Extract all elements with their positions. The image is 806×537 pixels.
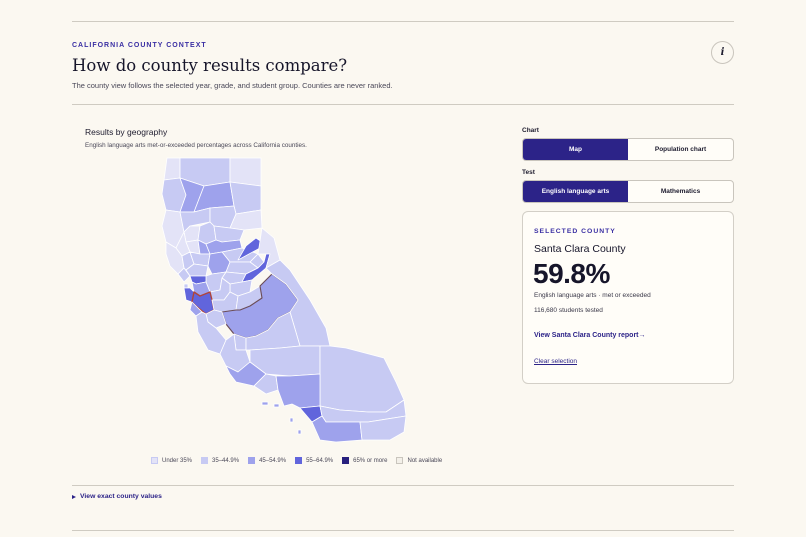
selected-county-card: SELECTED COUNTY Santa Clara County 59.8%… (522, 211, 734, 384)
legend-label: Under 35% (162, 457, 193, 464)
legend-swatch (151, 457, 158, 464)
page-title: How do county results compare? (72, 56, 348, 75)
legend-swatch (248, 457, 256, 464)
county-report-link[interactable]: View Santa Clara County report→ (534, 332, 646, 339)
map-title: Results by geography (85, 127, 168, 137)
info-icon: i (720, 47, 725, 58)
chart-control-label: Chart (522, 127, 539, 134)
legend-swatch (295, 457, 303, 464)
legend-item-45-54: 45–54.9% (248, 457, 286, 464)
clear-selection-button[interactable]: Clear selection (534, 358, 577, 365)
legend-swatch (342, 457, 350, 464)
county-islands-2 (273, 403, 280, 408)
legend-label: 65% or more (353, 457, 388, 464)
county-tulare[interactable] (245, 311, 301, 351)
legend-swatch (201, 457, 209, 464)
county-name: Santa Clara County (534, 243, 626, 255)
exact-values-label: View exact county values (80, 493, 162, 500)
legend-item-35-44: 35–44.9% (201, 457, 239, 464)
county-modoc[interactable] (229, 157, 262, 187)
county-islands-3 (289, 417, 294, 423)
legend-swatch (396, 457, 404, 464)
county-san-francisco[interactable] (183, 283, 189, 289)
map-subtitle: English language arts met-or-exceeded pe… (85, 142, 307, 149)
legend-label: Not available (407, 457, 443, 464)
test-control-label: Test (522, 169, 535, 176)
top-divider (72, 21, 734, 22)
legend-item-under-35: Under 35% (151, 457, 192, 464)
header-divider (72, 104, 734, 105)
county-islands-4 (297, 429, 302, 435)
test-option-ela[interactable]: English language arts (523, 181, 628, 202)
legend-label: 45–54.9% (259, 457, 287, 464)
test-option-math[interactable]: Mathematics (660, 188, 701, 195)
legend-item-not-available: Not available (396, 457, 442, 464)
county-los-angeles[interactable] (275, 373, 321, 409)
california-county-map[interactable] (150, 150, 415, 445)
page-subtitle: The county view follows the selected yea… (72, 81, 393, 90)
map-legend: Under 35% 35–44.9% 45–54.9% 55–64.9% 65%… (151, 457, 451, 464)
card-eyebrow: SELECTED COUNTY (534, 228, 616, 235)
bottom-divider (72, 530, 734, 531)
legend-item-55-64: 55–64.9% (295, 457, 333, 464)
county-islands-1 (261, 401, 269, 406)
exact-values-toggle[interactable]: View exact county values (72, 493, 162, 500)
section-eyebrow: CALIFORNIA COUNTY CONTEXT (72, 42, 207, 49)
test-toggle: English language arts Mathematics (522, 180, 734, 203)
chart-option-map[interactable]: Map (523, 139, 628, 160)
county-students: 116,680 students tested (534, 307, 603, 314)
chart-toggle: Map Population chart (522, 138, 734, 161)
county-metric: English language arts · met or exceeded (534, 292, 651, 299)
legend-label: 55–64.9% (306, 457, 334, 464)
county-del-norte[interactable] (163, 157, 181, 181)
county-san-bernardino[interactable] (319, 345, 405, 413)
county-sierra-region[interactable] (229, 209, 263, 231)
county-monterey[interactable] (195, 311, 227, 355)
legend-item-65-plus: 65% or more (342, 457, 387, 464)
legend-label: 35–44.9% (212, 457, 240, 464)
county-value: 59.8% (533, 258, 610, 289)
info-button[interactable]: i (711, 41, 734, 64)
county-imperial[interactable] (359, 415, 407, 441)
disclosure-triangle-icon (72, 494, 76, 499)
details-divider (72, 485, 734, 486)
chart-option-population[interactable]: Population chart (654, 146, 707, 153)
